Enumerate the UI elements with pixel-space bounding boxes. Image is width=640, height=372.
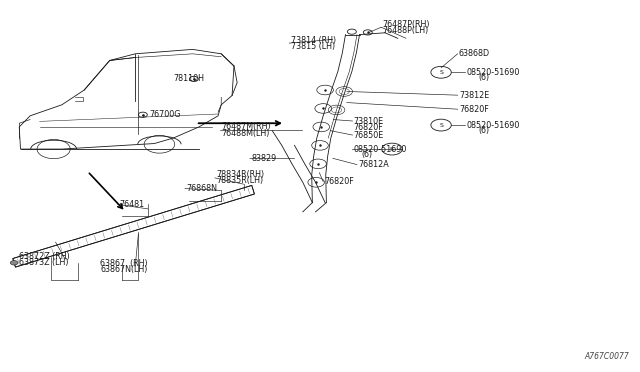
Text: 63873Z (LH): 63873Z (LH) bbox=[19, 258, 68, 267]
Text: 76481: 76481 bbox=[119, 200, 145, 209]
Text: 76820F: 76820F bbox=[459, 105, 489, 114]
Text: 76488M(LH): 76488M(LH) bbox=[221, 129, 269, 138]
Text: 78834R(RH): 78834R(RH) bbox=[216, 170, 264, 179]
Text: S: S bbox=[439, 123, 443, 128]
Text: 78110H: 78110H bbox=[173, 74, 204, 83]
Text: 76820F: 76820F bbox=[324, 177, 354, 186]
Text: (6): (6) bbox=[362, 150, 372, 159]
Text: 76850E: 76850E bbox=[354, 131, 384, 140]
Text: 63867N(LH): 63867N(LH) bbox=[100, 265, 148, 274]
Text: 76868N: 76868N bbox=[186, 184, 217, 193]
Text: (6): (6) bbox=[478, 73, 489, 82]
Text: A767C0077: A767C0077 bbox=[584, 352, 629, 361]
Text: S: S bbox=[390, 147, 394, 151]
Text: 76700G: 76700G bbox=[150, 110, 181, 119]
Text: 08520-51690: 08520-51690 bbox=[354, 145, 407, 154]
Text: 73810E: 73810E bbox=[354, 116, 384, 125]
Text: 76487M(RH): 76487M(RH) bbox=[221, 122, 271, 131]
Text: 63868D: 63868D bbox=[459, 49, 490, 58]
Text: 76487P(RH): 76487P(RH) bbox=[383, 20, 430, 29]
Text: 63867  (RH): 63867 (RH) bbox=[100, 259, 148, 268]
Text: 63872Z (RH): 63872Z (RH) bbox=[19, 251, 70, 261]
Text: 73814 (RH): 73814 (RH) bbox=[291, 36, 337, 45]
Text: 73812E: 73812E bbox=[459, 91, 489, 100]
Text: 78835R(LH): 78835R(LH) bbox=[216, 176, 263, 185]
Text: (6): (6) bbox=[478, 126, 489, 135]
Text: 76820F: 76820F bbox=[354, 123, 383, 132]
Text: 08520-51690: 08520-51690 bbox=[467, 121, 520, 129]
Text: 83829: 83829 bbox=[251, 154, 276, 163]
Text: 73815 (LH): 73815 (LH) bbox=[291, 42, 335, 51]
Text: S: S bbox=[439, 70, 443, 75]
Text: 76812A: 76812A bbox=[358, 160, 389, 169]
Text: 76488P(LH): 76488P(LH) bbox=[383, 26, 429, 35]
Circle shape bbox=[10, 260, 18, 265]
Text: 08520-51690: 08520-51690 bbox=[467, 68, 520, 77]
